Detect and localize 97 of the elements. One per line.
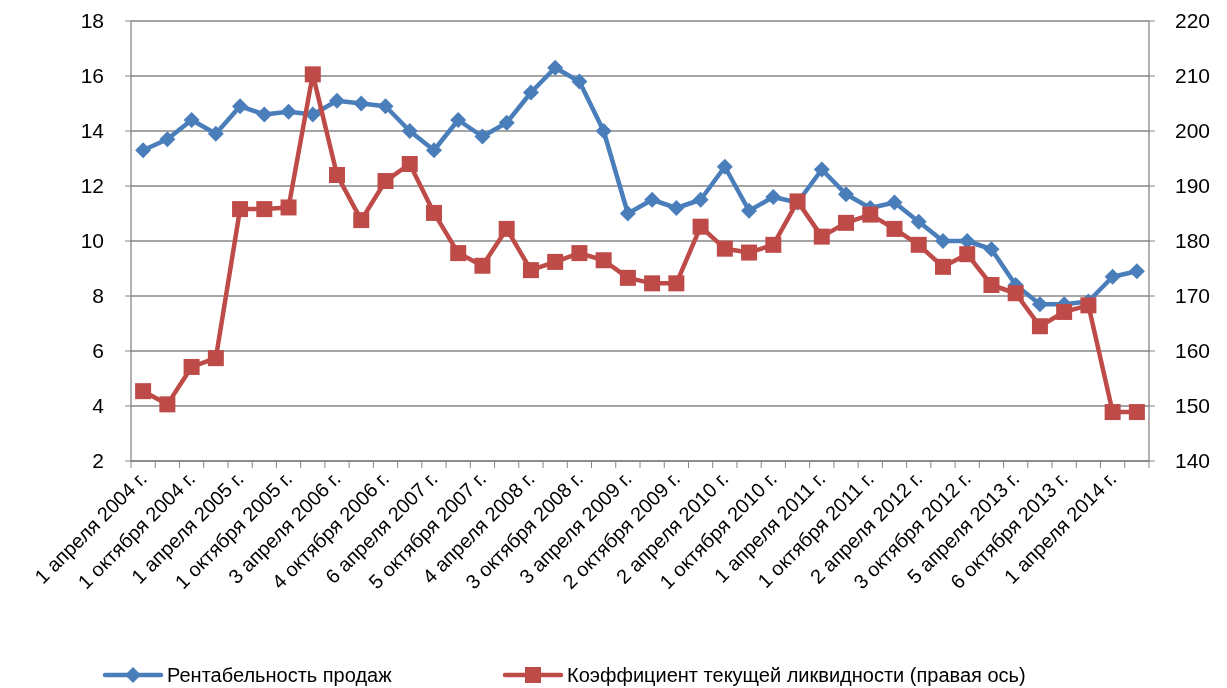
point [353, 212, 370, 229]
point [619, 205, 636, 222]
point [329, 92, 346, 109]
point [838, 214, 855, 231]
point [280, 199, 297, 216]
point [304, 66, 321, 83]
point [353, 95, 370, 112]
y-tick-label: 14 [80, 119, 105, 143]
point [959, 233, 976, 249]
point [862, 206, 879, 223]
point [692, 191, 709, 208]
point [425, 204, 442, 221]
point [207, 125, 224, 142]
point [159, 131, 176, 148]
y2-tick-label: 170 [1175, 284, 1211, 308]
y-tick-label: 6 [92, 339, 104, 363]
legend-label: Коэффициент текущей ликвидности (правая ось) [567, 664, 1026, 686]
y2-tick-label: 160 [1175, 339, 1211, 363]
point [741, 202, 758, 219]
point [886, 220, 903, 237]
point [207, 350, 224, 367]
point [668, 200, 685, 216]
y2-tick-label: 200 [1175, 119, 1211, 143]
point [280, 103, 297, 120]
y2-tick-label: 220 [1175, 9, 1211, 33]
y-tick-label: 16 [80, 64, 104, 88]
point [377, 173, 394, 190]
y-tick-label: 4 [92, 394, 105, 418]
point [716, 158, 733, 175]
point [1128, 263, 1145, 280]
y2-tick-label: 180 [1175, 229, 1211, 253]
point [838, 186, 855, 203]
point [135, 142, 152, 159]
legend-label: Рентабельность продаж [167, 664, 393, 686]
y2-tick-label: 150 [1175, 394, 1211, 418]
point [619, 269, 636, 286]
point [232, 98, 249, 115]
y2-tick-label: 190 [1175, 174, 1211, 198]
point [983, 277, 1000, 293]
point [716, 240, 733, 257]
point [595, 123, 612, 139]
point [1056, 303, 1073, 320]
point [232, 201, 249, 218]
point [1031, 318, 1048, 335]
y-tick-label: 18 [80, 9, 104, 33]
point [401, 156, 418, 172]
y2-tick-label: 140 [1175, 449, 1211, 473]
point [547, 59, 564, 76]
point [183, 358, 200, 375]
point [741, 244, 758, 261]
point [450, 112, 467, 128]
point [571, 245, 588, 262]
point [498, 220, 515, 237]
point [692, 218, 709, 235]
point [668, 275, 685, 292]
point [1104, 404, 1121, 421]
point [183, 112, 200, 128]
y2-tick-label: 210 [1175, 64, 1211, 88]
point [1128, 404, 1145, 421]
point [450, 245, 467, 262]
point [910, 236, 927, 253]
point [135, 383, 152, 400]
point [1104, 268, 1121, 285]
point [329, 167, 346, 183]
point [644, 275, 661, 292]
point [522, 262, 539, 279]
y-tick-label: 10 [80, 229, 104, 253]
point [256, 106, 273, 123]
point [910, 213, 927, 230]
point [813, 228, 830, 245]
point [765, 236, 782, 253]
point [474, 128, 491, 145]
point [1031, 296, 1048, 313]
point [547, 253, 564, 270]
point [522, 84, 539, 101]
point [886, 194, 903, 211]
point [1007, 285, 1024, 302]
point [934, 258, 951, 275]
point [377, 98, 394, 115]
point [959, 246, 976, 263]
point [571, 73, 588, 90]
point [159, 396, 176, 413]
point [498, 114, 515, 131]
point [256, 201, 273, 218]
point [983, 241, 1000, 258]
point [1080, 297, 1097, 314]
point [401, 123, 418, 139]
point [765, 189, 782, 205]
point [425, 142, 442, 159]
point [644, 191, 661, 208]
y-tick-label: 12 [80, 174, 104, 198]
point [934, 233, 951, 249]
y-tick-label: 8 [92, 284, 104, 308]
point [813, 161, 830, 178]
y-tick-label: 2 [92, 449, 104, 473]
point [595, 252, 612, 269]
point [474, 257, 491, 274]
